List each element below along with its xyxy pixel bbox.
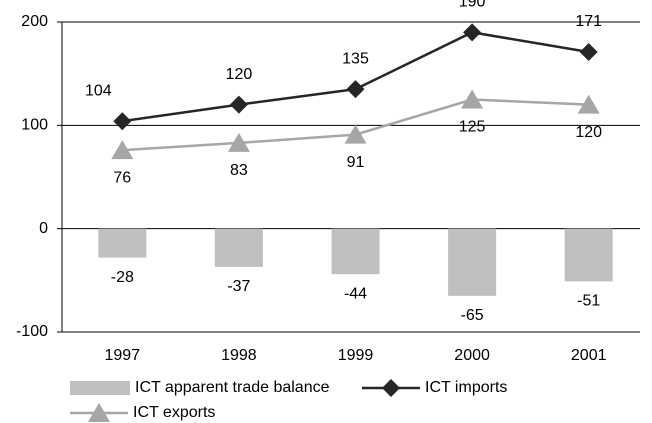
diamond-marker (382, 379, 400, 397)
bar (98, 228, 147, 258)
triangle-marker (88, 403, 110, 422)
triangle-marker (227, 132, 250, 152)
x-tick-label: 2001 (571, 347, 607, 364)
data-label: -65 (461, 307, 484, 324)
triangle-marker (344, 124, 367, 144)
legend-label: ICT imports (425, 379, 507, 396)
data-label: 190 (459, 0, 486, 11)
x-tick-label: 1997 (105, 347, 141, 364)
x-tick-label: 1999 (338, 347, 374, 364)
bar (448, 228, 497, 296)
data-label: 104 (85, 82, 112, 99)
x-tick-label: 2000 (454, 347, 490, 364)
data-label: 91 (347, 154, 365, 171)
data-label: -28 (111, 269, 134, 286)
triangle-marker (111, 140, 134, 160)
y-tick-label: 200 (21, 13, 48, 30)
data-label: 135 (342, 50, 369, 67)
bar (214, 228, 263, 267)
data-label: -51 (577, 293, 600, 310)
legend-label: ICT apparent trade balance (135, 379, 330, 396)
diamond-marker (579, 42, 598, 61)
bar (331, 228, 380, 275)
diamond-marker (229, 95, 248, 114)
legend-swatch (70, 381, 130, 395)
data-label: 125 (459, 119, 486, 136)
data-label: 120 (226, 66, 253, 83)
data-label: 120 (575, 124, 602, 141)
diamond-marker (463, 23, 482, 42)
y-tick-label: 100 (21, 117, 48, 134)
triangle-marker (461, 89, 484, 109)
line (122, 31, 589, 123)
data-label: 171 (575, 13, 602, 30)
bar (564, 228, 613, 282)
triangle-marker (577, 94, 600, 114)
data-label: 83 (230, 162, 248, 179)
diamond-marker (346, 80, 365, 99)
data-label: -37 (227, 278, 250, 295)
y-tick-label: -100 (16, 323, 48, 340)
x-tick-label: 1998 (221, 347, 257, 364)
data-label: 76 (113, 169, 131, 186)
y-tick-label: 0 (39, 220, 48, 237)
legend-label: ICT exports (133, 404, 215, 421)
data-label: -44 (344, 285, 367, 302)
diamond-marker (113, 112, 132, 131)
